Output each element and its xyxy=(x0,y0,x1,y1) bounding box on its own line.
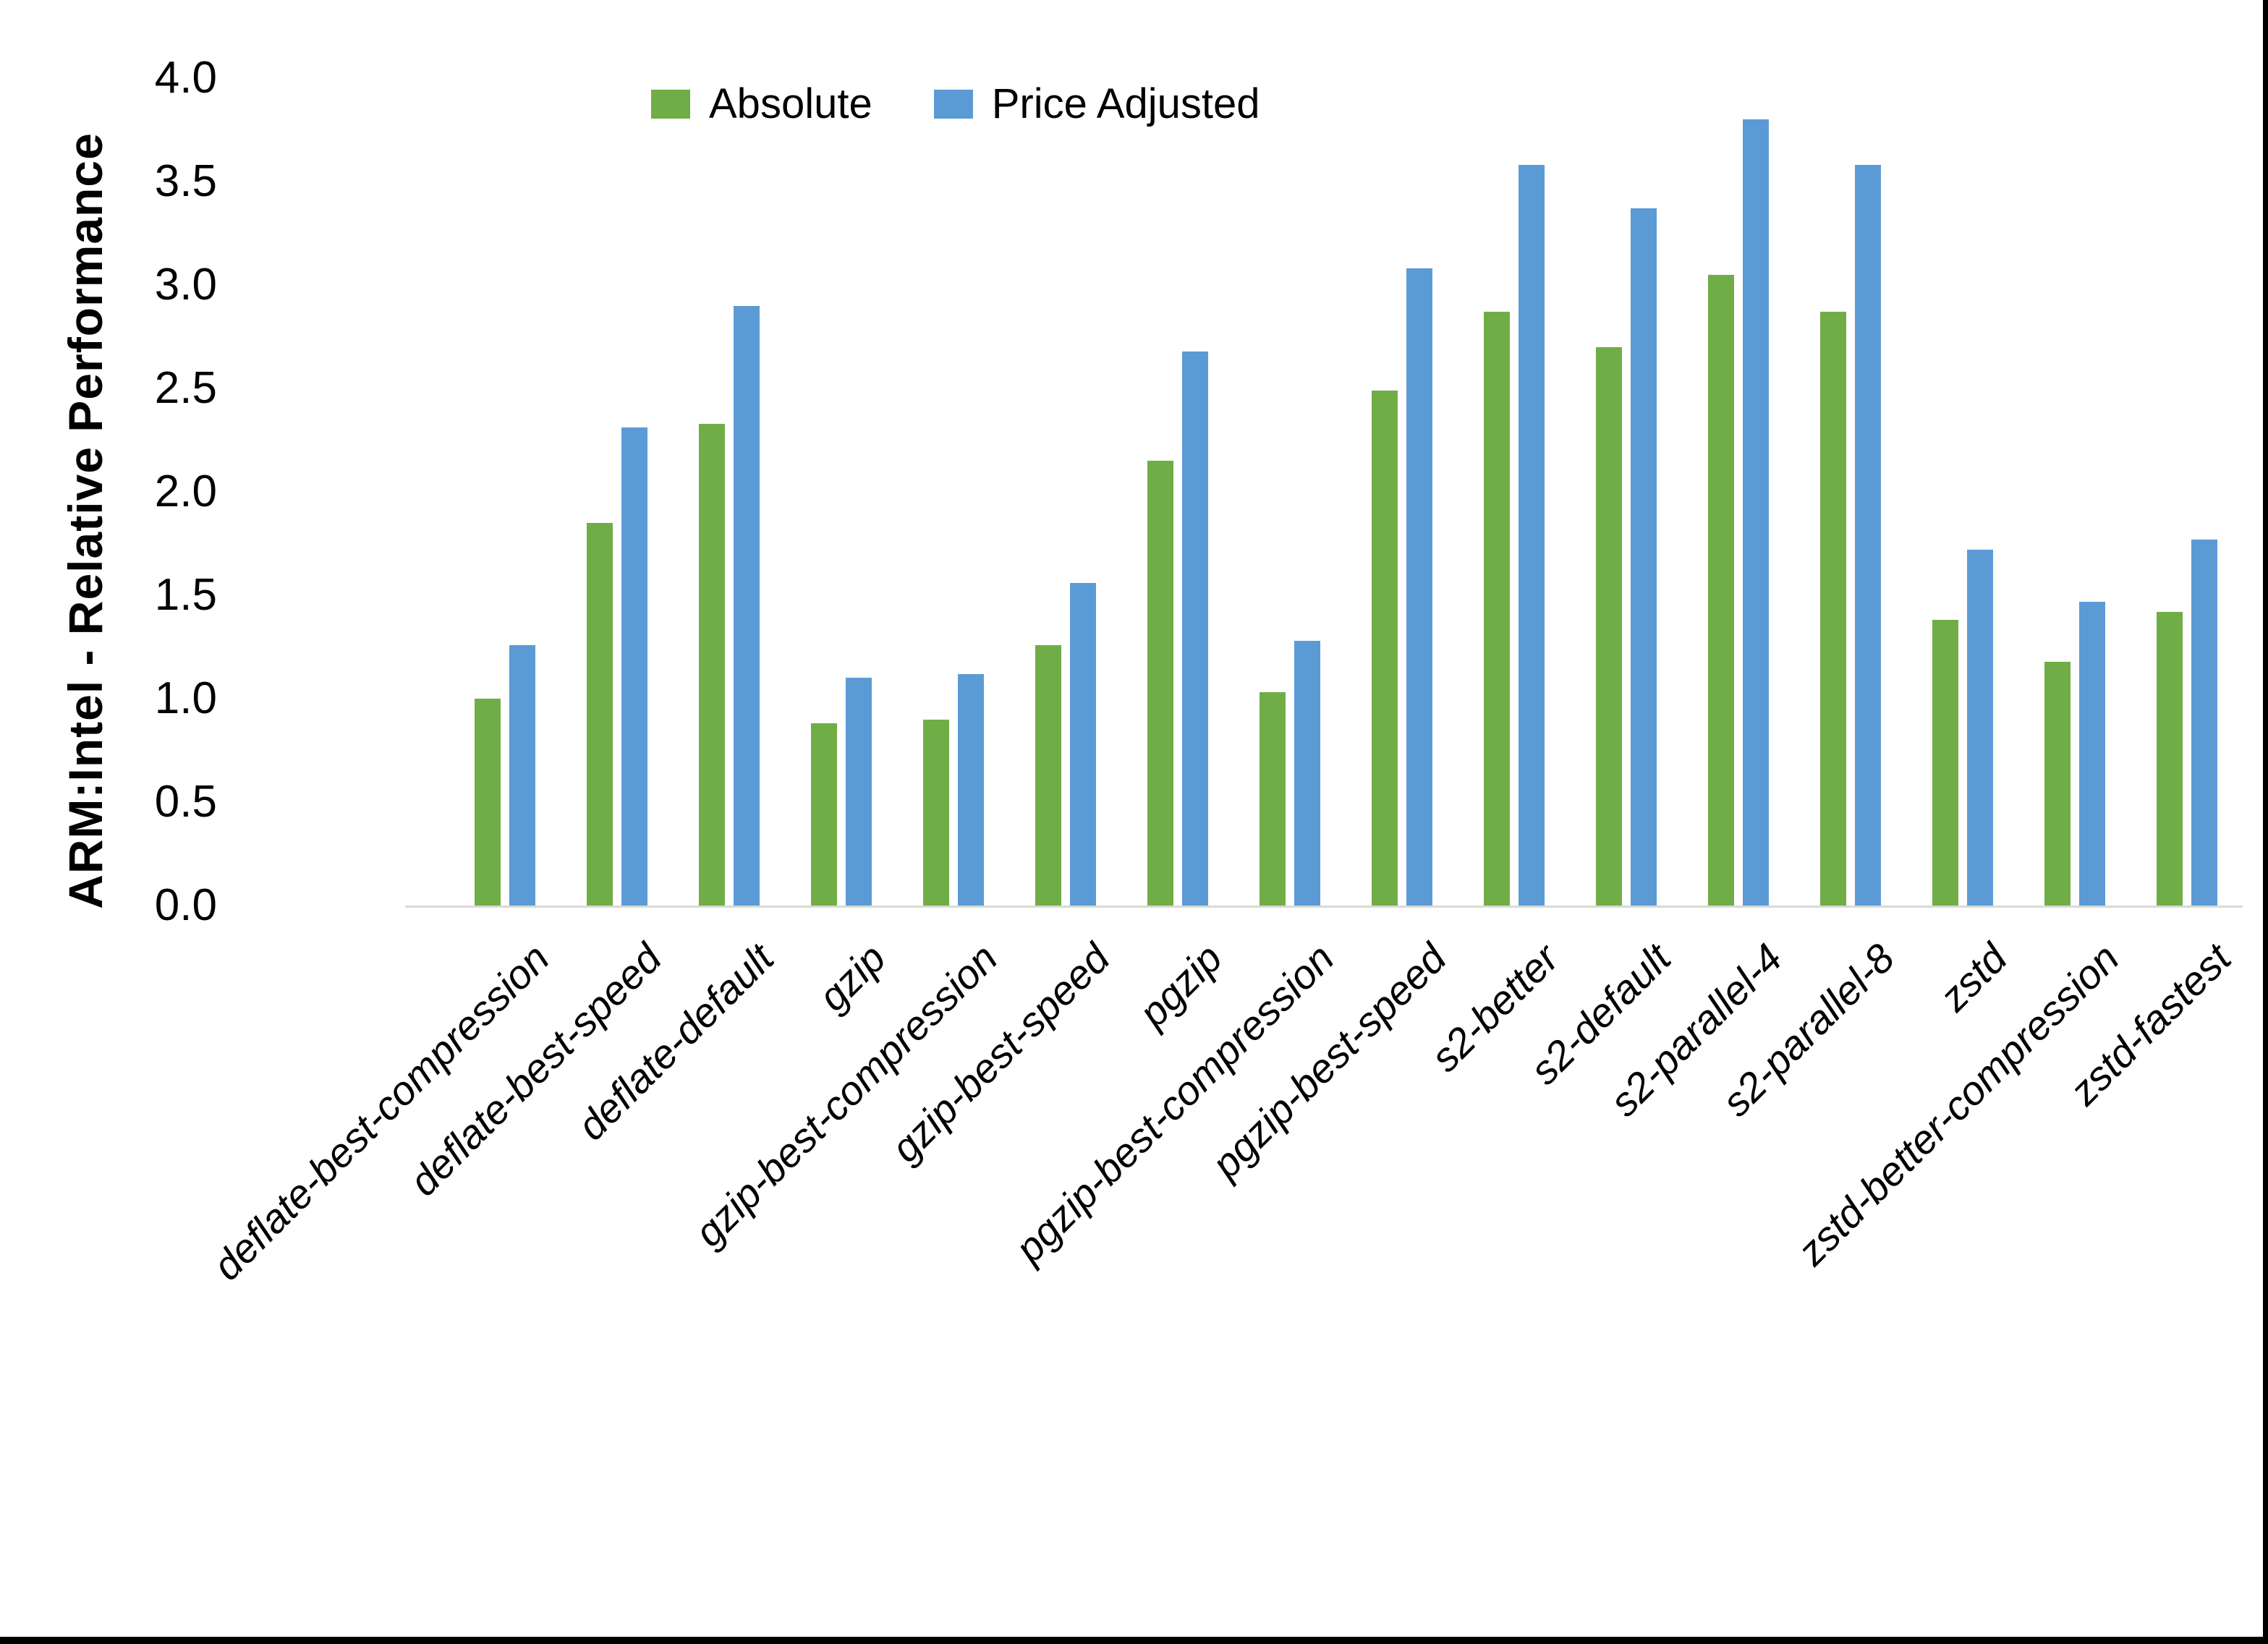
x-axis-line xyxy=(405,906,2243,908)
bar-price-adjusted xyxy=(2078,601,2105,906)
y-tick-label: 3.0 xyxy=(154,260,217,310)
bar-price-adjusted xyxy=(1966,550,1993,906)
bar-price-adjusted xyxy=(1069,582,1096,906)
bar-absolute xyxy=(2156,611,2183,906)
bar-price-adjusted xyxy=(1742,119,1769,906)
bar-absolute xyxy=(810,723,837,906)
bar-price-adjusted xyxy=(1406,268,1432,906)
bar-absolute xyxy=(698,423,725,906)
bar-price-adjusted xyxy=(509,644,535,906)
bar-absolute xyxy=(2044,661,2070,906)
bar-absolute xyxy=(1819,312,1846,906)
plot-area xyxy=(449,78,2243,906)
bar-absolute xyxy=(1707,274,1734,906)
legend-item-price-adjusted: Price Adjusted xyxy=(933,80,1260,128)
bar-absolute xyxy=(1259,692,1286,906)
bar-absolute xyxy=(474,699,501,906)
bar-price-adjusted xyxy=(733,305,760,906)
y-tick-label: 3.5 xyxy=(154,156,217,206)
bar-price-adjusted xyxy=(957,673,984,906)
legend-swatch-price-adjusted xyxy=(933,89,973,119)
y-tick-label: 0.0 xyxy=(154,880,217,930)
y-tick-label: 0.5 xyxy=(154,777,217,827)
bar-price-adjusted xyxy=(845,678,872,906)
legend-label-price-adjusted: Price Adjusted xyxy=(991,80,1260,127)
bar-absolute xyxy=(1371,390,1398,906)
y-tick-label: 1.5 xyxy=(154,570,217,620)
legend: Absolute Price Adjusted xyxy=(651,80,1260,128)
legend-item-absolute: Absolute xyxy=(651,80,872,128)
bar-price-adjusted xyxy=(1854,165,1881,906)
bar-absolute xyxy=(922,719,949,906)
y-tick-label: 2.0 xyxy=(154,467,217,516)
y-tick-label: 4.0 xyxy=(154,53,217,103)
bar-price-adjusted xyxy=(1518,165,1545,906)
legend-label-absolute: Absolute xyxy=(709,80,872,127)
bar-absolute xyxy=(1483,312,1510,906)
bar-price-adjusted xyxy=(1630,208,1657,906)
legend-swatch-absolute xyxy=(651,89,690,119)
bar-absolute xyxy=(1932,620,1958,906)
bar-absolute xyxy=(1035,644,1061,906)
bar-price-adjusted xyxy=(2191,539,2217,906)
y-tick-label: 2.5 xyxy=(154,363,217,413)
bar-price-adjusted xyxy=(1181,351,1208,906)
bar-price-adjusted xyxy=(621,427,647,906)
bar-absolute xyxy=(1147,461,1173,906)
bar-price-adjusted xyxy=(1294,640,1320,906)
bar-absolute xyxy=(586,522,613,906)
bar-absolute xyxy=(1595,346,1622,906)
y-tick-label: 1.0 xyxy=(154,673,217,723)
